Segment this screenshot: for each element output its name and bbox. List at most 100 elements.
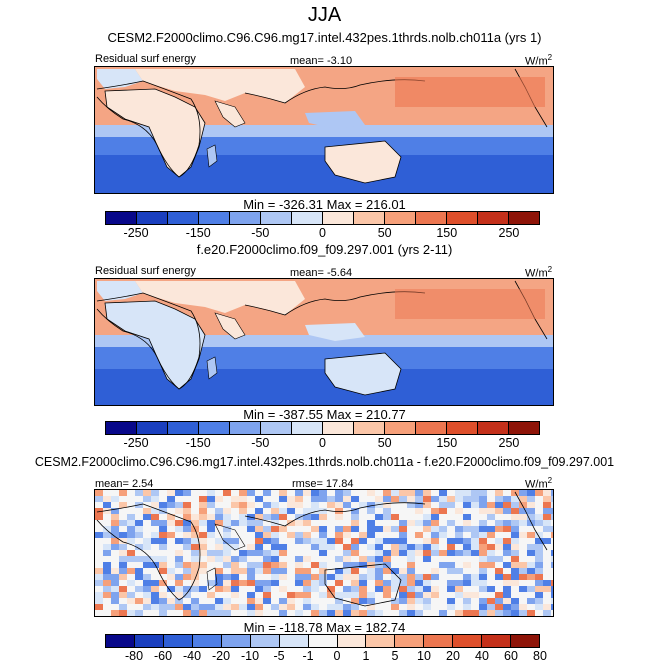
diff-cell	[303, 586, 311, 592]
diff-cell	[151, 514, 159, 520]
diff-cell	[103, 526, 111, 532]
diff-cell	[391, 556, 399, 562]
diff-cell	[391, 562, 399, 568]
diff-cell	[551, 562, 553, 568]
diff-cell	[351, 574, 359, 580]
diff-cell	[311, 586, 319, 592]
diff-cell	[215, 568, 223, 574]
diff-cell	[551, 496, 553, 502]
diff-cell	[223, 490, 231, 496]
diff-cell	[303, 550, 311, 556]
panel-3-coastline-americas	[514, 491, 548, 551]
diff-cell	[343, 550, 351, 556]
diff-cell	[415, 580, 423, 586]
diff-cell	[383, 526, 391, 532]
diff-cell	[359, 496, 367, 502]
colorbar-swatch	[192, 635, 222, 647]
diff-cell	[407, 592, 415, 598]
diff-cell	[479, 592, 487, 598]
diff-cell	[151, 586, 159, 592]
diff-cell	[279, 538, 287, 544]
diff-cell	[543, 580, 551, 586]
diff-cell	[367, 598, 375, 604]
diff-cell	[231, 496, 239, 502]
diff-cell	[319, 580, 327, 586]
diff-cell	[511, 556, 519, 562]
diff-cell	[263, 604, 271, 610]
diff-cell	[511, 538, 519, 544]
diff-cell	[487, 568, 495, 574]
diff-cell	[207, 490, 215, 496]
colorbar-tick-label: 40	[475, 649, 489, 663]
diff-cell	[479, 538, 487, 544]
diff-cell	[215, 520, 223, 526]
diff-cell	[423, 598, 431, 604]
diff-cell	[207, 496, 215, 502]
diff-cell	[455, 610, 463, 616]
diff-cell	[263, 556, 271, 562]
diff-cell	[351, 532, 359, 538]
colorbar-swatch	[323, 422, 354, 434]
diff-cell	[335, 574, 343, 580]
diff-cell	[375, 556, 383, 562]
diff-cell	[103, 556, 111, 562]
diff-cell	[183, 550, 191, 556]
panel-1-maritime-continent	[305, 111, 365, 129]
diff-cell	[487, 490, 495, 496]
diff-cell	[535, 508, 543, 514]
diff-cell	[391, 520, 399, 526]
diff-cell	[199, 610, 207, 616]
diff-cell	[119, 532, 127, 538]
diff-cell	[519, 604, 527, 610]
colorbar-swatch	[511, 635, 540, 647]
diff-cell	[343, 490, 351, 496]
diff-cell	[343, 526, 351, 532]
diff-cell	[439, 562, 447, 568]
diff-cell	[551, 592, 553, 598]
diff-cell	[95, 568, 103, 574]
diff-cell	[167, 580, 175, 586]
diff-cell	[215, 580, 223, 586]
diff-cell	[279, 496, 287, 502]
diff-cell	[495, 610, 503, 616]
diff-cell	[103, 568, 111, 574]
diff-cell	[263, 544, 271, 550]
diff-cell	[471, 520, 479, 526]
diff-cell	[503, 592, 511, 598]
colorbar-swatch	[509, 422, 539, 434]
diff-cell	[191, 550, 199, 556]
panel-3-coastline-australia	[324, 563, 402, 607]
diff-cell	[303, 568, 311, 574]
diff-cell	[487, 526, 495, 532]
panel-1-colorbar	[105, 211, 540, 225]
diff-cell	[431, 580, 439, 586]
diff-cell	[255, 556, 263, 562]
diff-cell	[231, 604, 239, 610]
diff-cell	[111, 496, 119, 502]
diff-cell	[527, 532, 535, 538]
diff-cell	[431, 604, 439, 610]
diff-cell	[351, 592, 359, 598]
diff-cell	[167, 502, 175, 508]
diff-cell	[367, 520, 375, 526]
diff-cell	[263, 490, 271, 496]
diff-cell	[239, 526, 247, 532]
colorbar-swatch	[199, 422, 230, 434]
diff-cell	[351, 610, 359, 616]
diff-cell	[127, 538, 135, 544]
diff-cell	[135, 514, 143, 520]
diff-cell	[543, 556, 551, 562]
diff-cell	[487, 592, 495, 598]
colorbar-tick-label: -50	[251, 226, 270, 240]
diff-cell	[271, 604, 279, 610]
diff-cell	[511, 580, 519, 586]
diff-cell	[263, 586, 271, 592]
diff-cell	[519, 550, 527, 556]
panel-2-mean: mean= -5.64	[290, 267, 353, 279]
diff-cell	[103, 592, 111, 598]
diff-cell	[439, 538, 447, 544]
diff-cell	[519, 490, 527, 496]
diff-cell	[511, 574, 519, 580]
diff-cell	[199, 580, 207, 586]
diff-cell	[207, 604, 215, 610]
